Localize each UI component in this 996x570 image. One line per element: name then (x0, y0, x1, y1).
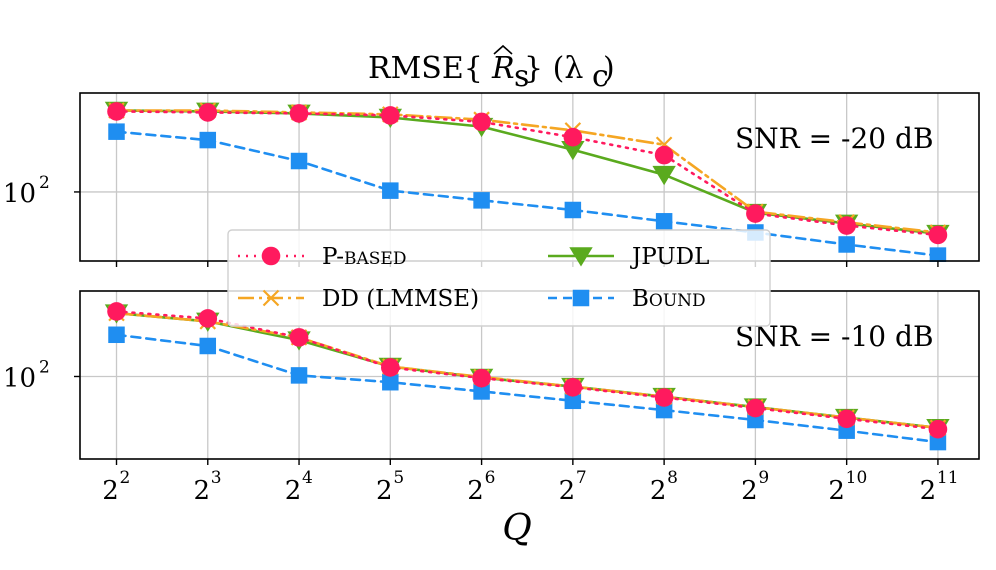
data-point (654, 145, 674, 165)
data-point (652, 165, 676, 186)
data-point (746, 204, 765, 223)
legend-marker (261, 246, 281, 266)
data-point (564, 201, 582, 219)
data-point (837, 409, 856, 429)
x-tick-exponent: 5 (393, 468, 404, 488)
x-tick-exponent: 7 (576, 468, 587, 488)
data-point (472, 368, 491, 388)
x-tick-label: 2 (559, 476, 576, 506)
title-close: ) (603, 51, 615, 86)
series-line-bound (115, 333, 940, 444)
legend-item: P-BASED (238, 244, 406, 270)
data-point (564, 392, 582, 410)
x-tick-label: 2 (376, 476, 393, 506)
y-tick-label: 10 (3, 363, 36, 393)
legend-label: P-BASED (322, 244, 406, 270)
x-tick-label: 2 (194, 476, 211, 506)
plot-area (104, 101, 950, 262)
data-point (561, 140, 585, 161)
data-point (199, 131, 217, 149)
hat-accent (493, 44, 513, 55)
series-line-dd-lmmse- (115, 109, 940, 234)
data-point (199, 337, 217, 355)
x-tick-label: 2 (102, 476, 119, 506)
data-point (929, 247, 947, 262)
data-point (655, 213, 673, 230)
data-point (929, 433, 947, 451)
title-suffix: } (λ (524, 51, 583, 86)
data-point (198, 103, 218, 122)
x-tick-exponent: 8 (667, 468, 678, 488)
snr-annotation: SNR = -20 dB (735, 122, 934, 155)
data-point (381, 106, 400, 125)
title-subscript: s (514, 59, 529, 94)
data-point (289, 104, 309, 123)
legend-box (227, 229, 771, 327)
data-point (472, 112, 491, 132)
legend-marker (572, 289, 590, 307)
data-point (655, 401, 673, 419)
data-point (473, 383, 490, 400)
legend-label: JPUDL (630, 244, 709, 270)
x-axis-label: Q (502, 508, 532, 549)
data-point (107, 302, 126, 321)
legend: P-BASED DD (LMMSE) JPUDL BOUND (227, 229, 771, 327)
data-point (107, 102, 126, 121)
x-tick-label: 2 (650, 476, 667, 506)
x-tick-exponent: 2 (120, 468, 131, 488)
series-line-p-based (115, 110, 940, 237)
title-subscript-c: c (592, 59, 609, 94)
x-tick-exponent: 4 (302, 468, 313, 488)
data-point (838, 236, 855, 253)
data-point (746, 398, 765, 418)
data-point (928, 225, 948, 245)
x-tick-exponent: 11 (937, 468, 959, 488)
data-point (382, 373, 399, 391)
data-point (837, 216, 856, 235)
x-tick-exponent: 9 (758, 468, 769, 488)
x-tick-label: 2 (828, 476, 845, 506)
data-point (290, 152, 308, 170)
x-tick-label: 2 (920, 476, 937, 506)
data-point (563, 127, 583, 147)
data-point (928, 419, 948, 439)
title-prefix: RMSE{ (368, 51, 483, 86)
y-tick-exponent: 2 (39, 357, 50, 377)
x-tick-label: 2 (741, 476, 758, 506)
legend-marker (262, 289, 280, 307)
x-tick-exponent: 6 (485, 468, 496, 488)
data-point (381, 358, 400, 377)
data-point (290, 367, 308, 384)
data-point (289, 328, 309, 347)
data-point (108, 326, 125, 344)
chart-title: RMSE{ R s } (λ c ) (368, 44, 615, 94)
legend-marker (569, 247, 593, 267)
data-point (473, 192, 490, 209)
legend-item: JPUDL (548, 244, 709, 270)
data-point (108, 123, 125, 140)
legend-item: BOUND (548, 286, 706, 312)
x-tick-exponent: 3 (211, 468, 222, 488)
data-point (563, 377, 583, 397)
series-line-bound (115, 130, 940, 257)
legend-item: DD (LMMSE) (238, 286, 479, 312)
x-tick-label: 2 (467, 476, 484, 506)
legend-label: BOUND (632, 286, 706, 312)
plot-area (104, 302, 950, 451)
title-symbol: R (491, 51, 515, 86)
data-point (382, 182, 399, 199)
x-tick-label: 2 (285, 476, 302, 506)
x-tick-exponent: 10 (846, 468, 868, 488)
y-tick-exponent: 2 (39, 173, 50, 193)
data-point (198, 309, 218, 328)
legend-label: DD (LMMSE) (322, 286, 479, 312)
data-point (654, 388, 674, 407)
series-line-p-based (115, 310, 940, 431)
y-tick-label: 10 (3, 179, 36, 209)
